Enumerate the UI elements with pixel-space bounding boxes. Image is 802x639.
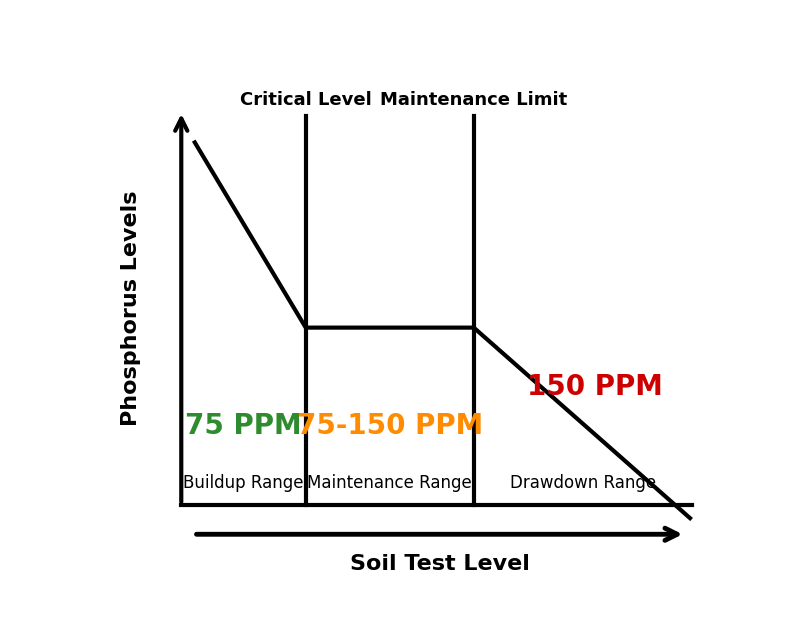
Text: Phosphorus Levels: Phosphorus Levels xyxy=(121,190,141,426)
Text: Maintenance Range: Maintenance Range xyxy=(307,474,472,493)
Text: Buildup Range: Buildup Range xyxy=(183,474,303,493)
Text: Soil Test Level: Soil Test Level xyxy=(349,554,529,574)
Text: 75-150 PPM: 75-150 PPM xyxy=(296,412,482,440)
Text: Drawdown Range: Drawdown Range xyxy=(509,474,655,493)
Text: 75 PPM: 75 PPM xyxy=(185,412,302,440)
Text: 150 PPM: 150 PPM xyxy=(527,373,662,401)
Text: Maintenance Limit: Maintenance Limit xyxy=(379,91,567,109)
Text: Critical Level: Critical Level xyxy=(240,91,371,109)
